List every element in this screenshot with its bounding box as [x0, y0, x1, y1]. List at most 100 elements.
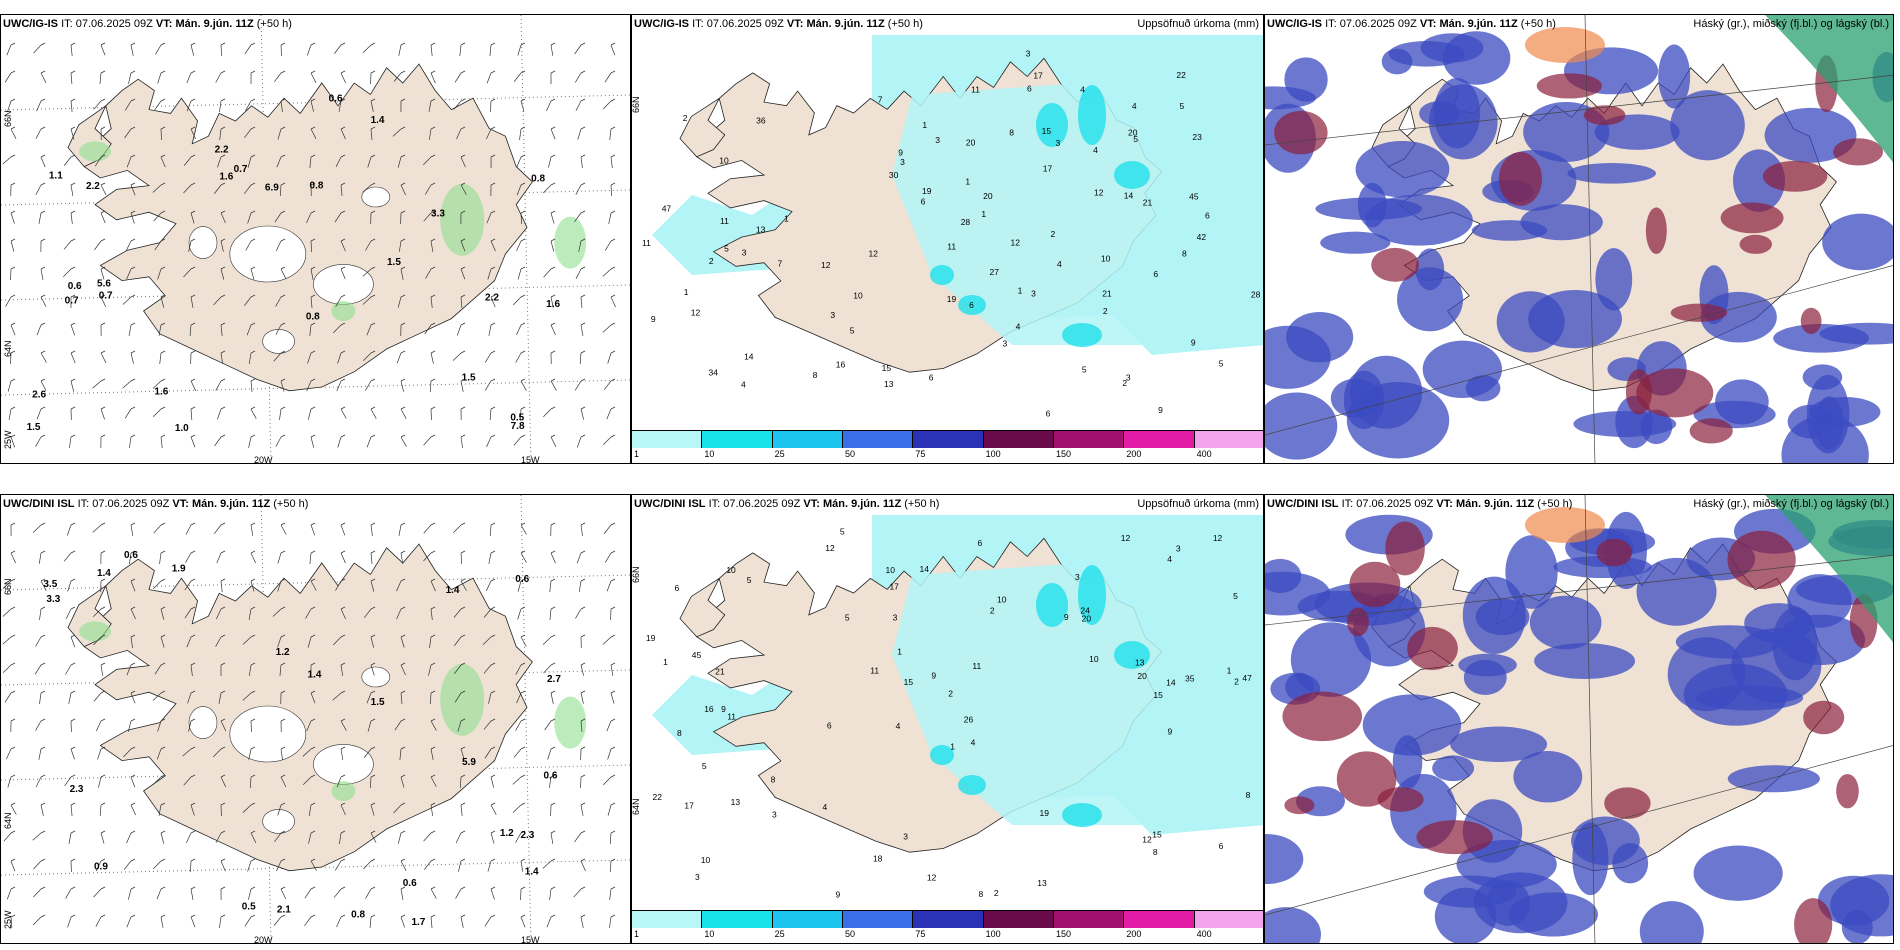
precip-value: 15 — [882, 363, 892, 373]
colorbar-tick: 1 — [634, 929, 640, 939]
wind-barb — [340, 804, 346, 816]
wind-barb — [213, 296, 222, 306]
wind-barb-flag — [580, 98, 586, 102]
wind-barb — [280, 268, 287, 279]
wind-barb — [67, 524, 72, 536]
wind-barb — [63, 268, 72, 278]
wind-barb-flag — [340, 154, 346, 158]
colorbar-tick: 400 — [1196, 449, 1212, 459]
wind-barb — [308, 804, 312, 816]
wind-barb-flag — [490, 774, 496, 778]
wind-barb-flag — [370, 606, 376, 610]
wind-barb — [484, 916, 492, 927]
wind-barb-flag — [400, 70, 406, 74]
mid-cloud-area — [1349, 561, 1401, 608]
wind-barb-flag — [370, 830, 376, 834]
wind-barb-flag — [370, 662, 376, 666]
wind-barb — [549, 608, 552, 620]
wind-barb — [610, 860, 612, 873]
wind-barb — [250, 832, 257, 844]
wind-barb-flag — [520, 42, 526, 46]
wind-barb-flag — [70, 606, 76, 610]
precip-value: 11 — [870, 666, 879, 676]
low-cloud-area — [1362, 694, 1462, 756]
wind-barb-flag — [250, 378, 256, 382]
mid-cloud-area — [1794, 898, 1833, 943]
wind-barb-flag — [190, 886, 196, 890]
precip-value: 17 — [684, 800, 694, 810]
wind-barb — [274, 212, 282, 223]
wind-barb — [126, 916, 132, 928]
wind-barb-flag — [490, 182, 496, 186]
wind-barb-flag — [310, 774, 316, 778]
wind-barb — [606, 580, 612, 592]
wind-barb-flag — [40, 802, 46, 806]
low-cloud-area — [1830, 874, 1893, 937]
precip-value: 21 — [1143, 197, 1153, 207]
wind-barb-flag — [430, 378, 436, 382]
wind-barb — [576, 436, 582, 448]
wind-barb-flag — [250, 718, 256, 722]
mid-cloud-area — [1833, 138, 1883, 166]
wind-barb-flag — [400, 690, 406, 694]
wind-barb-flag — [10, 406, 16, 410]
wind-barb-flag — [550, 238, 556, 242]
wind-barb — [122, 296, 132, 305]
wind-barb — [423, 436, 432, 446]
wind-barb-flag — [370, 634, 376, 638]
wind-barb — [340, 184, 343, 196]
wind-barb-flag — [40, 126, 46, 130]
low-cloud-area — [1462, 576, 1526, 655]
wind-barb-flag — [490, 154, 496, 158]
wind-barb — [542, 636, 552, 645]
wind-barb — [363, 860, 372, 870]
wind-barb — [156, 748, 162, 760]
wind-barb — [604, 72, 612, 83]
precip-value: 9 — [651, 314, 656, 324]
wind-barb-flag — [490, 550, 496, 554]
wind-barb — [603, 380, 612, 390]
wind-barb — [273, 352, 282, 362]
wind-barb — [489, 44, 492, 56]
lat-label-66n: 66N — [631, 566, 641, 583]
precip-value: 22 — [1176, 70, 1186, 80]
low-cloud-area — [1320, 231, 1391, 254]
low-cloud-area — [1434, 887, 1497, 943]
wind-value: 3.3 — [431, 208, 445, 219]
wind-barb — [122, 380, 132, 389]
wind-barb-flag — [100, 154, 106, 158]
wind-barb — [126, 156, 132, 168]
precip-value: 35 — [1185, 673, 1195, 683]
wind-barb-flag — [460, 718, 466, 722]
precip-mid-area — [1036, 583, 1068, 627]
wind-barb-flag — [130, 182, 136, 186]
wind-barb-flag — [160, 350, 166, 354]
wind-barb — [93, 692, 102, 702]
wind-barb — [6, 44, 12, 56]
wind-barb-flag — [70, 70, 76, 74]
cloud-title: Háský (gr.), miðský (fj.bl.) og lágský (… — [1693, 498, 1889, 510]
wind-barb — [575, 184, 582, 195]
wind-barb — [574, 44, 582, 55]
wind-barb-flag — [160, 914, 166, 918]
wind-barb — [130, 636, 133, 648]
high-cloud-area — [1525, 27, 1605, 63]
wind-barb-flag — [610, 774, 616, 778]
wind-barb — [483, 720, 492, 730]
wind-barb-flag — [160, 522, 166, 526]
wind-barb-flag — [310, 266, 316, 270]
wind-barb — [126, 832, 132, 844]
precip-mid-area — [1062, 323, 1102, 347]
wind-barb — [333, 888, 342, 898]
wind-barb-flag — [550, 42, 556, 46]
wind-barb-flag — [370, 266, 376, 270]
wind-barb-flag — [520, 858, 526, 862]
wind-barb — [130, 580, 136, 592]
wind-barb-flag — [550, 182, 556, 186]
wind-value: 1.2 — [276, 647, 290, 658]
colorbar-tick: 50 — [845, 449, 856, 459]
glacier — [188, 226, 218, 259]
wind-barb — [220, 776, 227, 788]
wind-barb-flag — [280, 830, 286, 834]
wind-barb — [370, 524, 373, 536]
